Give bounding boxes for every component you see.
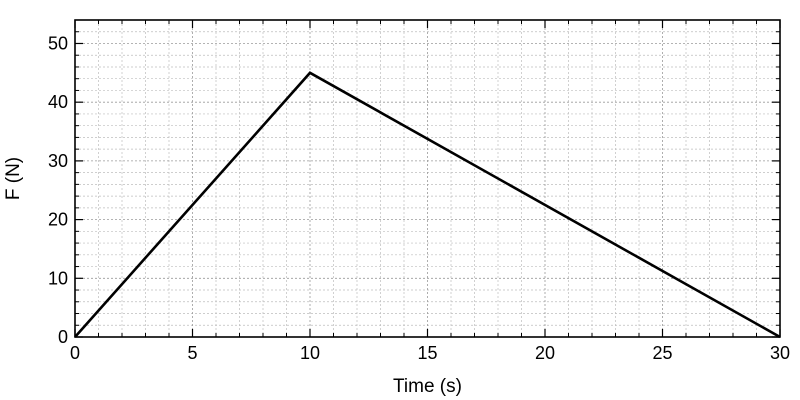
x-tick-label: 5 bbox=[187, 343, 197, 363]
y-tick-label: 40 bbox=[48, 92, 68, 112]
y-tick-label: 30 bbox=[48, 151, 68, 171]
x-tick-label: 30 bbox=[770, 343, 790, 363]
x-tick-label: 25 bbox=[652, 343, 672, 363]
y-axis-title: F (N) bbox=[3, 157, 24, 200]
y-tick-labels: 0 10 20 30 40 50 bbox=[48, 33, 68, 347]
x-tick-label: 20 bbox=[535, 343, 555, 363]
y-tick-label: 10 bbox=[48, 268, 68, 288]
x-tick-label: 0 bbox=[70, 343, 80, 363]
y-tick-label: 20 bbox=[48, 210, 68, 230]
series-layer bbox=[74, 71, 781, 339]
y-tick-label: 0 bbox=[58, 327, 68, 347]
x-axis-title: Time (s) bbox=[393, 376, 462, 397]
series-line bbox=[74, 71, 781, 339]
x-tick-label: 10 bbox=[300, 343, 320, 363]
major-grid bbox=[75, 20, 780, 337]
x-tick-labels: 0 5 10 15 20 25 30 bbox=[70, 343, 790, 363]
plot-frame bbox=[74, 19, 781, 338]
x-tick-label: 15 bbox=[417, 343, 437, 363]
y-tick-label: 50 bbox=[48, 33, 68, 53]
